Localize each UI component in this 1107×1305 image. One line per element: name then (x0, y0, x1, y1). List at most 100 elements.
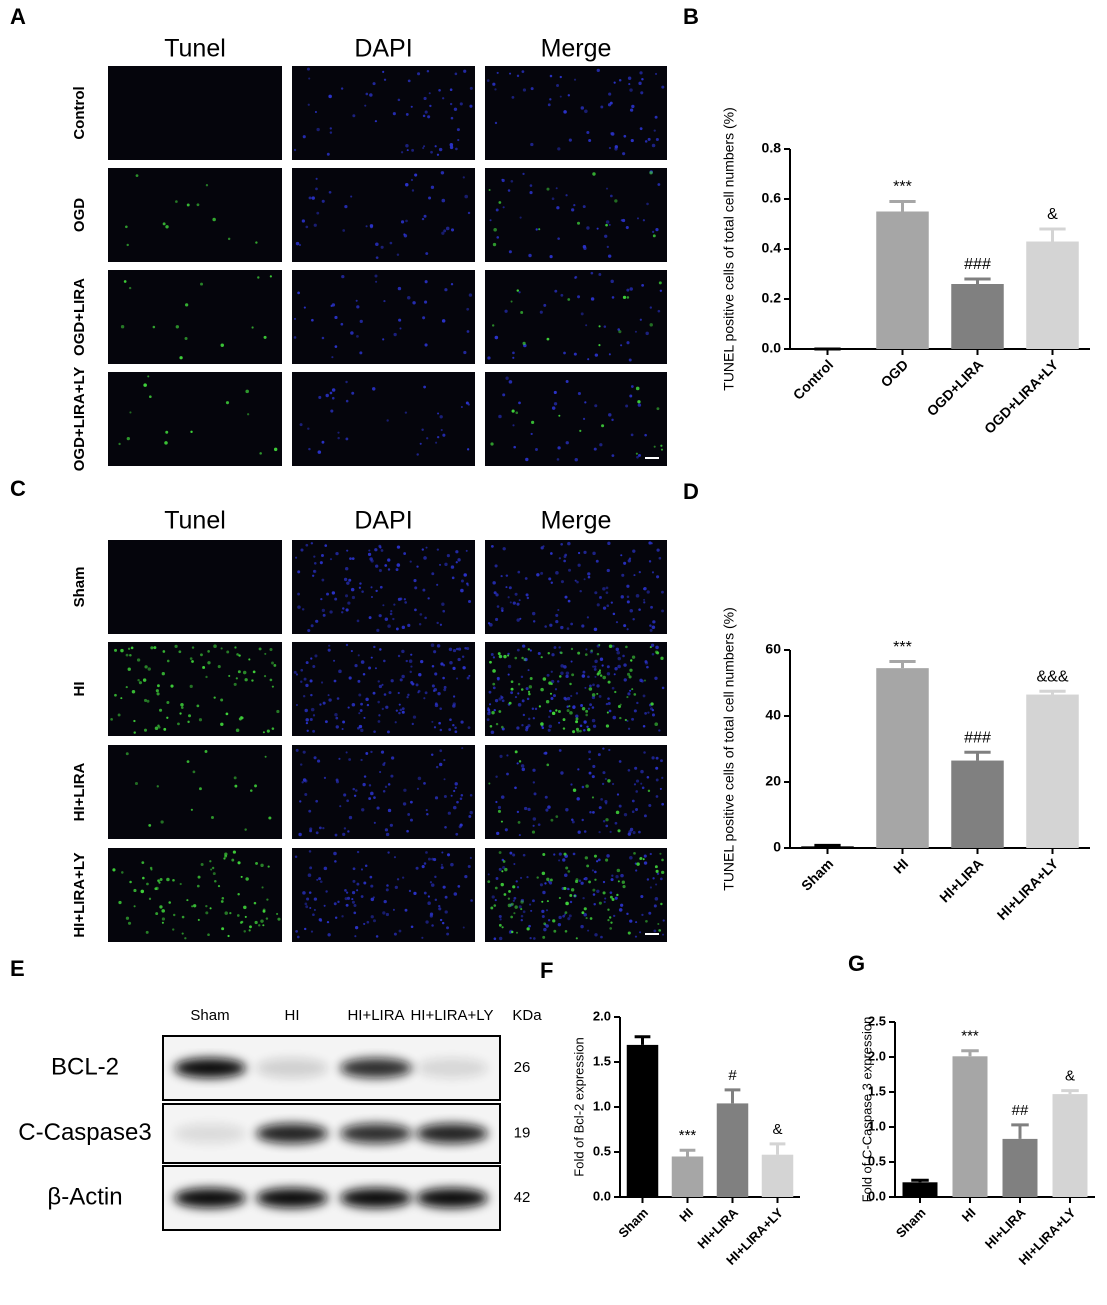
cell-dot (611, 874, 614, 877)
micrograph (108, 372, 282, 466)
cell-dot (606, 245, 609, 249)
cell-dot (212, 872, 216, 876)
cell-dot (512, 899, 515, 902)
cell-dot (197, 918, 200, 922)
cell-dot (349, 557, 352, 560)
cell-dot (358, 712, 361, 715)
cell-dot (498, 710, 502, 713)
cell-dot (409, 670, 412, 674)
cell-dot (611, 418, 614, 422)
cell-dot (265, 917, 269, 920)
cell-dot (424, 110, 428, 114)
cell-dot (654, 650, 659, 654)
cell-dot (441, 231, 445, 235)
cell-dot (598, 344, 601, 347)
cell-dot (614, 896, 618, 900)
cell-dot (604, 897, 607, 900)
cell-dot (179, 356, 183, 360)
cell-dot (527, 807, 531, 811)
cell-dot (390, 679, 394, 683)
error-bar (724, 1088, 741, 1104)
cell-dot (492, 669, 496, 673)
cell-dot (591, 869, 595, 872)
cell-dot (454, 782, 458, 786)
cell-dot (630, 433, 634, 437)
cell-dot (406, 829, 409, 833)
cell-dot (426, 813, 429, 816)
row-label: OGD+LIRA+LY (71, 367, 88, 471)
cell-dot (376, 806, 380, 810)
cell-dot (370, 884, 374, 888)
y-tick-label: 1.5 (868, 1083, 886, 1098)
cell-dot (541, 909, 545, 913)
cell-dot (328, 698, 332, 702)
cell-dot (378, 614, 382, 618)
cell-dot (424, 280, 428, 284)
cell-dot (510, 680, 514, 684)
cell-dot (423, 697, 426, 700)
cell-dot (662, 919, 665, 922)
cell-dot (431, 720, 434, 723)
cell-dot (635, 386, 640, 391)
cell-dot (567, 917, 571, 921)
cell-dot (630, 385, 634, 388)
cell-dot (654, 676, 658, 680)
cell-dot (464, 647, 467, 650)
cell-dot (570, 694, 573, 698)
row-label: OGD+LIRA (71, 278, 88, 356)
cell-dot (267, 865, 270, 868)
cell-dot (308, 196, 312, 200)
error-bar (814, 843, 841, 847)
cell-dot (346, 896, 351, 900)
cell-dot (646, 590, 650, 594)
cell-dot (531, 830, 536, 834)
cell-dot (571, 208, 575, 212)
cell-dot (408, 659, 413, 663)
cell-dot (382, 338, 385, 341)
cell-dot (259, 452, 262, 455)
cell-dot (528, 692, 531, 696)
cell-dot (642, 587, 646, 591)
cell-dot (574, 457, 578, 462)
cell-dot (615, 810, 620, 815)
cell-dot (439, 728, 443, 732)
cell-dot (572, 730, 576, 734)
cell-dot (609, 101, 613, 105)
cell-dot (384, 564, 388, 567)
cell-dot (457, 657, 461, 662)
cell-dot (654, 72, 658, 76)
blot-band (416, 1123, 488, 1144)
cell-dot (234, 784, 238, 788)
cell-dot (458, 825, 462, 829)
cell-dot (452, 724, 455, 727)
cell-dot (402, 802, 407, 806)
cell-dot (521, 767, 526, 772)
cell-dot (440, 863, 443, 866)
cell-dot (516, 648, 520, 652)
cell-dot (660, 902, 663, 906)
cell-dot (638, 81, 642, 86)
cell-dot (236, 914, 240, 917)
cell-dot (507, 596, 510, 599)
cell-dot (593, 903, 596, 906)
cell-dot (273, 447, 278, 452)
cell-dot (443, 685, 447, 689)
cell-dot (414, 586, 418, 590)
cell-dot (651, 571, 655, 574)
cell-dot (220, 647, 223, 650)
cell-dot (498, 867, 502, 871)
blot-band (340, 1058, 412, 1078)
cell-dot (382, 763, 386, 767)
cell-dot (199, 787, 202, 791)
cell-dot (648, 560, 652, 563)
cell-dot (553, 929, 557, 933)
cell-dot (539, 310, 543, 314)
cell-dot (440, 171, 445, 175)
cell-dot (180, 702, 184, 707)
bar (951, 760, 1004, 848)
cell-dot (511, 409, 515, 413)
cell-dot (295, 241, 300, 246)
band-size: 42 (514, 1189, 531, 1206)
cell-dot (655, 766, 659, 770)
cell-dot (546, 763, 550, 767)
